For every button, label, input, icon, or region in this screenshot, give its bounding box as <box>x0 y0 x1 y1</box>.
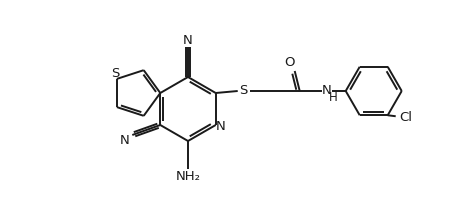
Text: N: N <box>119 135 129 147</box>
Text: S: S <box>239 84 247 97</box>
Text: Cl: Cl <box>398 111 411 124</box>
Text: S: S <box>111 67 119 80</box>
Text: NH₂: NH₂ <box>175 170 200 183</box>
Text: O: O <box>284 57 294 69</box>
Text: N: N <box>215 120 225 133</box>
Text: H: H <box>329 91 337 105</box>
Text: N: N <box>183 34 192 46</box>
Text: N: N <box>321 84 331 97</box>
